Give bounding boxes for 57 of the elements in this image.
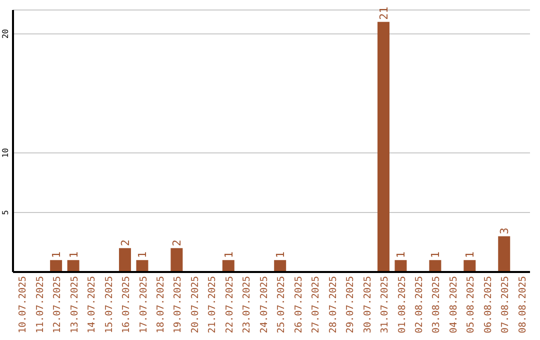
x-tick-label: 05.08.2025 bbox=[466, 276, 477, 334]
data-label: 1 bbox=[50, 251, 64, 258]
x-tick-label: 01.08.2025 bbox=[396, 276, 408, 334]
x-tick-label: 03.08.2025 bbox=[431, 276, 442, 334]
bar bbox=[498, 236, 510, 272]
x-tick-label: 21.07.2025 bbox=[207, 276, 218, 334]
data-label: 2 bbox=[170, 240, 184, 246]
bar bbox=[394, 260, 407, 272]
x-tick-label: 29.07.2025 bbox=[345, 276, 356, 334]
x-tick-label: 20.07.2025 bbox=[190, 276, 201, 334]
data-label: 1 bbox=[136, 251, 150, 258]
x-tick-label: 07.08.2025 bbox=[500, 276, 512, 334]
bar bbox=[377, 22, 390, 272]
x-tick-label: 17.07.2025 bbox=[138, 276, 150, 334]
bar bbox=[429, 260, 442, 272]
x-tick-label: 11.07.2025 bbox=[34, 276, 46, 334]
x-tick-label: 22.07.2025 bbox=[224, 276, 236, 334]
bar bbox=[136, 260, 148, 272]
x-tick-label: 12.07.2025 bbox=[52, 276, 64, 334]
data-label: 1 bbox=[222, 251, 236, 258]
data-label: 1 bbox=[274, 251, 288, 258]
x-tick-label: 31.07.2025 bbox=[380, 276, 391, 334]
bar bbox=[170, 248, 183, 272]
data-label: 1 bbox=[464, 251, 477, 258]
x-tick-label: 27.07.2025 bbox=[310, 276, 322, 334]
x-tick-label: 14.07.2025 bbox=[86, 276, 98, 334]
bar bbox=[274, 260, 286, 272]
data-label: 1 bbox=[429, 251, 442, 258]
data-label: 2 bbox=[118, 240, 132, 246]
bar bbox=[464, 260, 476, 272]
bar bbox=[222, 260, 234, 272]
x-tick-label: 18.07.2025 bbox=[155, 276, 166, 334]
x-tick-label: 26.07.2025 bbox=[293, 276, 304, 334]
x-tick-label: 13.07.2025 bbox=[69, 276, 80, 334]
x-tick-label: 25.07.2025 bbox=[276, 276, 288, 334]
x-tick-label: 04.08.2025 bbox=[448, 276, 460, 334]
y-tick-label: 20 bbox=[1, 28, 10, 39]
data-label: 1 bbox=[394, 251, 408, 258]
x-tick-label: 16.07.2025 bbox=[121, 276, 132, 334]
x-tick-label: 24.07.2025 bbox=[258, 276, 270, 334]
x-tick-label: 28.07.2025 bbox=[328, 276, 339, 334]
y-tick-label: 10 bbox=[1, 148, 10, 158]
x-tick-label: 08.08.2025 bbox=[517, 276, 528, 334]
y-tick-label: 5 bbox=[1, 210, 10, 215]
bar bbox=[50, 260, 62, 272]
data-label: 3 bbox=[498, 228, 512, 234]
x-tick-label: 15.07.2025 bbox=[104, 276, 115, 334]
x-tick-label: 10.07.2025 bbox=[18, 276, 29, 334]
data-label: 1 bbox=[67, 251, 80, 258]
x-tick-label: 30.07.2025 bbox=[362, 276, 374, 334]
x-tick-label: 23.07.2025 bbox=[242, 276, 253, 334]
x-tick-label: 19.07.2025 bbox=[172, 276, 184, 334]
x-tick-label: 06.08.2025 bbox=[482, 276, 494, 334]
x-tick-label: 02.08.2025 bbox=[414, 276, 425, 334]
bar bbox=[67, 260, 80, 272]
bar bbox=[118, 248, 131, 272]
data-label: 21 bbox=[377, 6, 390, 20]
